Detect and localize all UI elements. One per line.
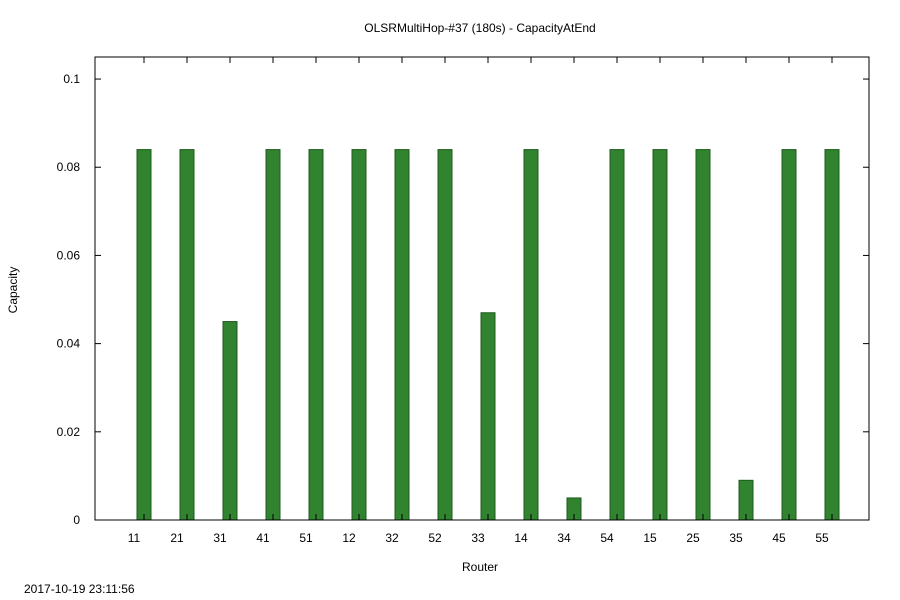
x-tick-label: 55 bbox=[815, 531, 829, 545]
x-tick-label: 21 bbox=[170, 531, 184, 545]
bar-router-31 bbox=[222, 321, 238, 521]
y-tick-label: 0.1 bbox=[63, 72, 80, 86]
bar-router-15 bbox=[652, 149, 668, 521]
bar-router-32 bbox=[394, 149, 410, 521]
y-tick-label: 0 bbox=[73, 513, 80, 527]
bar-router-33 bbox=[480, 312, 496, 521]
x-tick-label: 52 bbox=[428, 531, 442, 545]
x-tick-label: 15 bbox=[643, 531, 657, 545]
bar-router-55 bbox=[824, 149, 840, 521]
y-axis-label: Capacity bbox=[6, 267, 20, 314]
x-tick-label: 11 bbox=[128, 531, 141, 545]
bar-router-12 bbox=[351, 149, 367, 521]
y-tick-label: 0.04 bbox=[57, 337, 81, 351]
chart-title: OLSRMultiHop-#37 (180s) - CapacityAtEnd bbox=[364, 21, 595, 35]
y-tick-label: 0.08 bbox=[57, 160, 81, 174]
ticks-layer: 11 21 31 41 51 12 32 52 33 14 34 54 15 25 35 45 55 0 0.02 0… bbox=[57, 57, 869, 545]
bar-router-52 bbox=[437, 149, 453, 521]
bar-router-51 bbox=[308, 149, 324, 521]
y-tick-label: 0.06 bbox=[57, 248, 81, 262]
x-tick-label: 34 bbox=[557, 531, 571, 545]
x-tick-label: 32 bbox=[385, 531, 399, 545]
x-tick-label: 12 bbox=[342, 531, 356, 545]
bar-router-14 bbox=[523, 149, 539, 521]
x-tick-label: 25 bbox=[686, 531, 700, 545]
x-tick-label: 51 bbox=[299, 531, 313, 545]
x-tick-label: 54 bbox=[600, 531, 614, 545]
bar-router-11 bbox=[136, 149, 152, 521]
bar-router-45 bbox=[781, 149, 797, 521]
plot-frame bbox=[94, 56, 870, 521]
x-tick-label: 41 bbox=[256, 531, 270, 545]
x-tick-label: 33 bbox=[471, 531, 485, 545]
bar-router-25 bbox=[695, 149, 711, 521]
bar-router-21 bbox=[179, 149, 195, 521]
x-tick-label: 45 bbox=[772, 531, 786, 545]
x-tick-label: 31 bbox=[213, 531, 227, 545]
x-axis-label: Router bbox=[462, 560, 498, 574]
bar-router-54 bbox=[609, 149, 625, 521]
y-tick-label: 0.02 bbox=[57, 425, 81, 439]
timestamp: 2017-10-19 23:11:56 bbox=[24, 582, 135, 596]
x-tick-label: 35 bbox=[729, 531, 743, 545]
x-tick-label: 14 bbox=[514, 531, 528, 545]
bars-layer bbox=[136, 149, 840, 521]
bar-router-41 bbox=[265, 149, 281, 521]
